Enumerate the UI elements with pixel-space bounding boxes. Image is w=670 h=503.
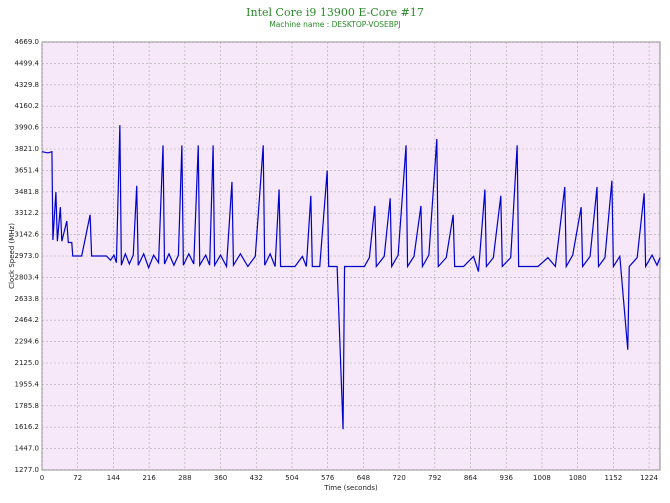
x-tick-label: 360	[214, 474, 227, 482]
x-tick-label: 648	[357, 474, 370, 482]
y-tick-label: 4329.8	[15, 81, 40, 89]
y-tick-label: 4160.2	[15, 102, 40, 110]
y-tick-label: 1447.0	[15, 445, 40, 453]
x-tick-label: 1080	[569, 474, 587, 482]
x-tick-label: 936	[500, 474, 514, 482]
x-tick-label: 1224	[640, 474, 658, 482]
x-tick-label: 720	[392, 474, 405, 482]
x-tick-label: 0	[40, 474, 44, 482]
y-tick-label: 2803.4	[15, 273, 40, 281]
data-line	[41, 125, 661, 430]
y-tick-label: 3312.2	[15, 209, 40, 217]
y-tick-label: 3142.6	[15, 231, 40, 239]
y-axis-label: Clock Speed (MHz)	[8, 223, 16, 289]
x-axis-label: Time (seconds)	[323, 484, 378, 492]
x-tick-label: 72	[73, 474, 82, 482]
x-tick-label: 216	[142, 474, 156, 482]
chart-subtitle: Machine name : DESKTOP-VOSEBPJ	[269, 20, 400, 29]
x-tick-label: 1152	[604, 474, 622, 482]
x-tick-label: 432	[250, 474, 263, 482]
x-tick-label: 864	[464, 474, 478, 482]
x-tick-label: 1008	[533, 474, 551, 482]
y-tick-label: 2464.2	[15, 316, 40, 324]
x-tick-label: 288	[178, 474, 191, 482]
x-tick-label: 144	[107, 474, 121, 482]
x-tick-label: 504	[285, 474, 299, 482]
y-tick-label: 3651.4	[15, 166, 40, 174]
y-tick-label: 2125.0	[15, 359, 40, 367]
x-tick-label: 792	[428, 474, 441, 482]
y-tick-label: 4669.0	[15, 38, 40, 46]
y-tick-label: 3481.8	[15, 188, 40, 196]
y-tick-label: 3990.6	[15, 124, 40, 132]
y-tick-label: 1785.8	[15, 402, 40, 410]
y-tick-label: 1277.0	[15, 466, 40, 474]
chart-title: Intel Core i9 13900 E-Core #17	[246, 6, 424, 19]
x-tick-label: 576	[321, 474, 335, 482]
y-tick-label: 1955.4	[15, 380, 40, 388]
y-tick-label: 1616.2	[15, 423, 40, 431]
y-tick-label: 3821.0	[15, 145, 40, 153]
y-tick-label: 2973.0	[15, 252, 40, 260]
y-tick-label: 2294.6	[15, 338, 40, 346]
y-tick-label: 4499.4	[15, 59, 40, 67]
y-tick-label: 2633.8	[15, 295, 40, 303]
